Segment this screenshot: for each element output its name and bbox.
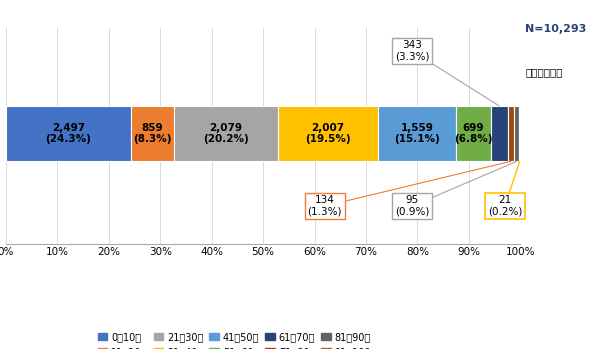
Text: 859
(8.3%): 859 (8.3%) (133, 123, 172, 144)
Text: （単位：人）: （単位：人） (526, 67, 563, 77)
Legend: 0～10歳, 11～20歳, 21～30歳, 31～40歳, 41～50歳, 51～60歳, 61～70歳, 71～80歳, 81～90歳, 91～100歳: 0～10歳, 11～20歳, 21～30歳, 31～40歳, 41～50歳, 5… (94, 328, 381, 349)
Text: 343
(3.3%): 343 (3.3%) (395, 40, 499, 106)
Bar (514, 106, 519, 161)
Bar (277, 106, 378, 161)
Bar (378, 106, 456, 161)
Text: 2,079
(20.2%): 2,079 (20.2%) (203, 123, 249, 144)
Bar (490, 106, 508, 161)
Bar (456, 106, 490, 161)
Text: 21
(0.2%): 21 (0.2%) (487, 161, 522, 217)
Bar (519, 106, 520, 161)
Bar (131, 106, 173, 161)
Bar (508, 106, 514, 161)
Text: 699
(6.8%): 699 (6.8%) (454, 123, 492, 144)
Text: 2,497
(24.3%): 2,497 (24.3%) (45, 123, 91, 144)
Text: 1,559
(15.1%): 1,559 (15.1%) (394, 123, 440, 144)
Text: 134
(1.3%): 134 (1.3%) (307, 161, 511, 217)
Text: N=10,293: N=10,293 (526, 24, 587, 34)
Bar (173, 106, 277, 161)
Text: 2,007
(19.5%): 2,007 (19.5%) (305, 123, 350, 144)
Bar (6, 106, 131, 161)
Text: 95
(0.9%): 95 (0.9%) (395, 161, 517, 217)
